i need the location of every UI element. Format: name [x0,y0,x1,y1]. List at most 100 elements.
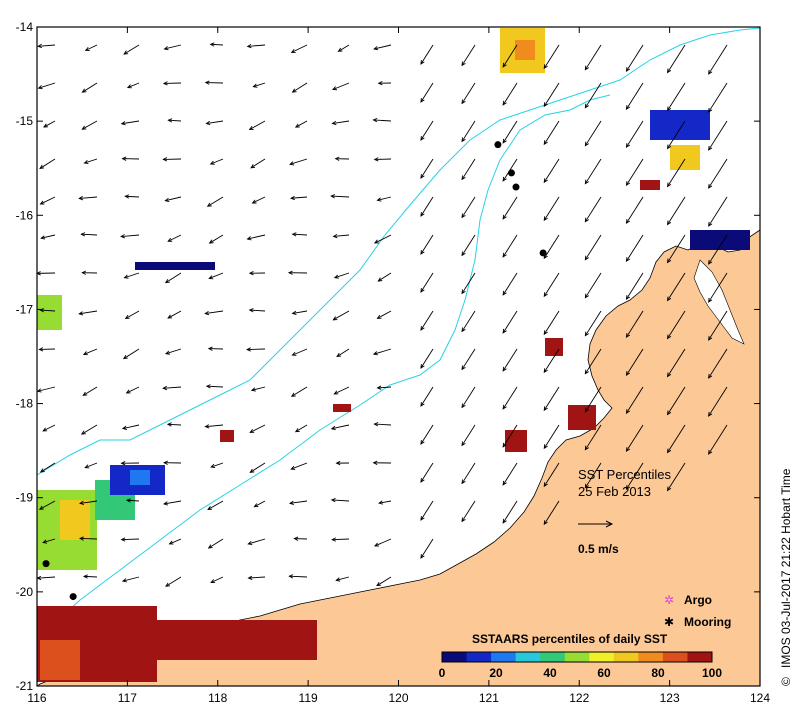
velocity-arrow [334,272,350,279]
velocity-arrowhead [372,351,378,356]
velocity-arrowhead [125,389,131,394]
velocity-arrow [626,424,644,452]
velocity-arrow [83,348,98,355]
velocity-arrow [209,272,224,279]
velocity-arrow [708,120,728,151]
velocity-arrowhead [248,125,254,130]
velocity-arrow [127,82,140,89]
velocity-arrow [81,424,98,435]
velocity-arrow [378,272,392,282]
velocity-arrow [163,500,182,505]
velocity-arrow [584,120,602,146]
velocity-arrow [584,462,602,488]
velocity-arrow [667,120,686,149]
velocity-arrowhead [84,464,90,469]
velocity-arrow [420,44,434,65]
velocity-arrow [584,348,602,374]
velocity-arrow [420,538,434,559]
lon-tick-label: 117 [118,691,137,705]
velocity-arrow [626,120,644,148]
velocity-arrowhead [209,160,215,165]
velocity-arrowhead [666,182,672,188]
velocity-arrowhead [207,544,213,549]
velocity-arrow [420,158,434,179]
velocity-arrow [123,44,140,55]
lat-tick-label: -18 [16,397,34,411]
mooring-marker [539,249,547,257]
velocity-arrow [40,196,56,205]
velocity-arrowhead [708,373,713,379]
velocity-arrowhead [420,287,425,293]
velocity-arrowhead [420,515,425,521]
velocity-arrow [373,119,392,122]
velocity-arrowhead [78,500,84,506]
colorbar-swatch [442,652,468,662]
velocity-arrow [291,196,308,199]
velocity-arrow [247,348,266,351]
velocity-arrow [82,82,98,93]
velocity-arrowhead [122,354,128,360]
velocity-arrow [420,310,434,331]
velocity-arrowhead [121,578,127,583]
velocity-arrow [121,120,140,125]
velocity-arrow [331,424,350,430]
mooring-marker [69,593,77,601]
velocity-arrow [41,234,56,239]
velocity-arrowhead [377,81,383,86]
velocity-arrow [543,272,560,297]
velocity-arrowhead [120,234,126,239]
mooring-marker [512,183,520,191]
velocity-arrowhead [210,579,216,584]
velocity-arrowhead [708,183,713,189]
colorbar-swatch [589,652,615,662]
velocity-arrowhead [204,80,210,85]
velocity-arrowhead [252,83,258,88]
velocity-arrowhead [584,331,589,337]
velocity-arrowhead [253,503,259,508]
velocity-arrow [667,44,686,73]
velocity-arrow [543,158,560,183]
velocity-arrowhead [291,88,297,93]
velocity-arrowhead [420,439,425,445]
velocity-arrowhead [126,84,132,89]
velocity-arrowhead [78,311,84,316]
velocity-arrowhead [666,106,672,112]
velocity-arrow [289,575,308,578]
velocity-arrowhead [206,202,212,207]
velocity-arrowhead [373,542,379,547]
velocity-arrow [81,233,98,236]
velocity-arrow [374,538,392,547]
velocity-arrow [708,272,728,303]
velocity-arrowhead [330,498,336,503]
credit-symbol: © [779,677,793,686]
velocity-arrowhead [461,517,466,523]
credit-text: IMOS 03-Jul-2017 21:22 Hobart Time [779,468,793,668]
velocity-arrow [165,272,182,283]
velocity-arrowhead [584,255,589,261]
lon-axis: 116 117 118 119 120 121 122 123 124 [27,27,770,705]
velocity-arrowhead [121,425,127,430]
velocity-arrowhead [331,537,337,542]
velocity-arrowhead [207,505,213,510]
velocity-arrow [210,43,224,46]
velocity-arrow [292,310,308,314]
velocity-arrowhead [164,197,170,203]
legend-mooring-symbol: ✱ [664,615,674,629]
velocity-arrow [333,310,350,321]
velocity-arrow [584,196,602,222]
velocity-arrowhead [162,81,168,86]
velocity-arrow [543,44,560,69]
velocity-arrow [667,272,686,301]
velocity-arrow [291,462,308,470]
velocity-arrow [85,44,98,51]
velocity-arrow [210,462,224,468]
velocity-arrowhead [37,85,43,90]
velocity-arrowhead [584,293,589,299]
velocity-arrowhead [82,574,88,579]
velocity-arrow [209,234,224,244]
velocity-arrow [708,348,728,379]
velocity-arrow [377,386,392,389]
velocity-arrow [708,386,728,417]
velocity-arrow [461,272,476,294]
velocity-arrowhead [420,477,425,483]
